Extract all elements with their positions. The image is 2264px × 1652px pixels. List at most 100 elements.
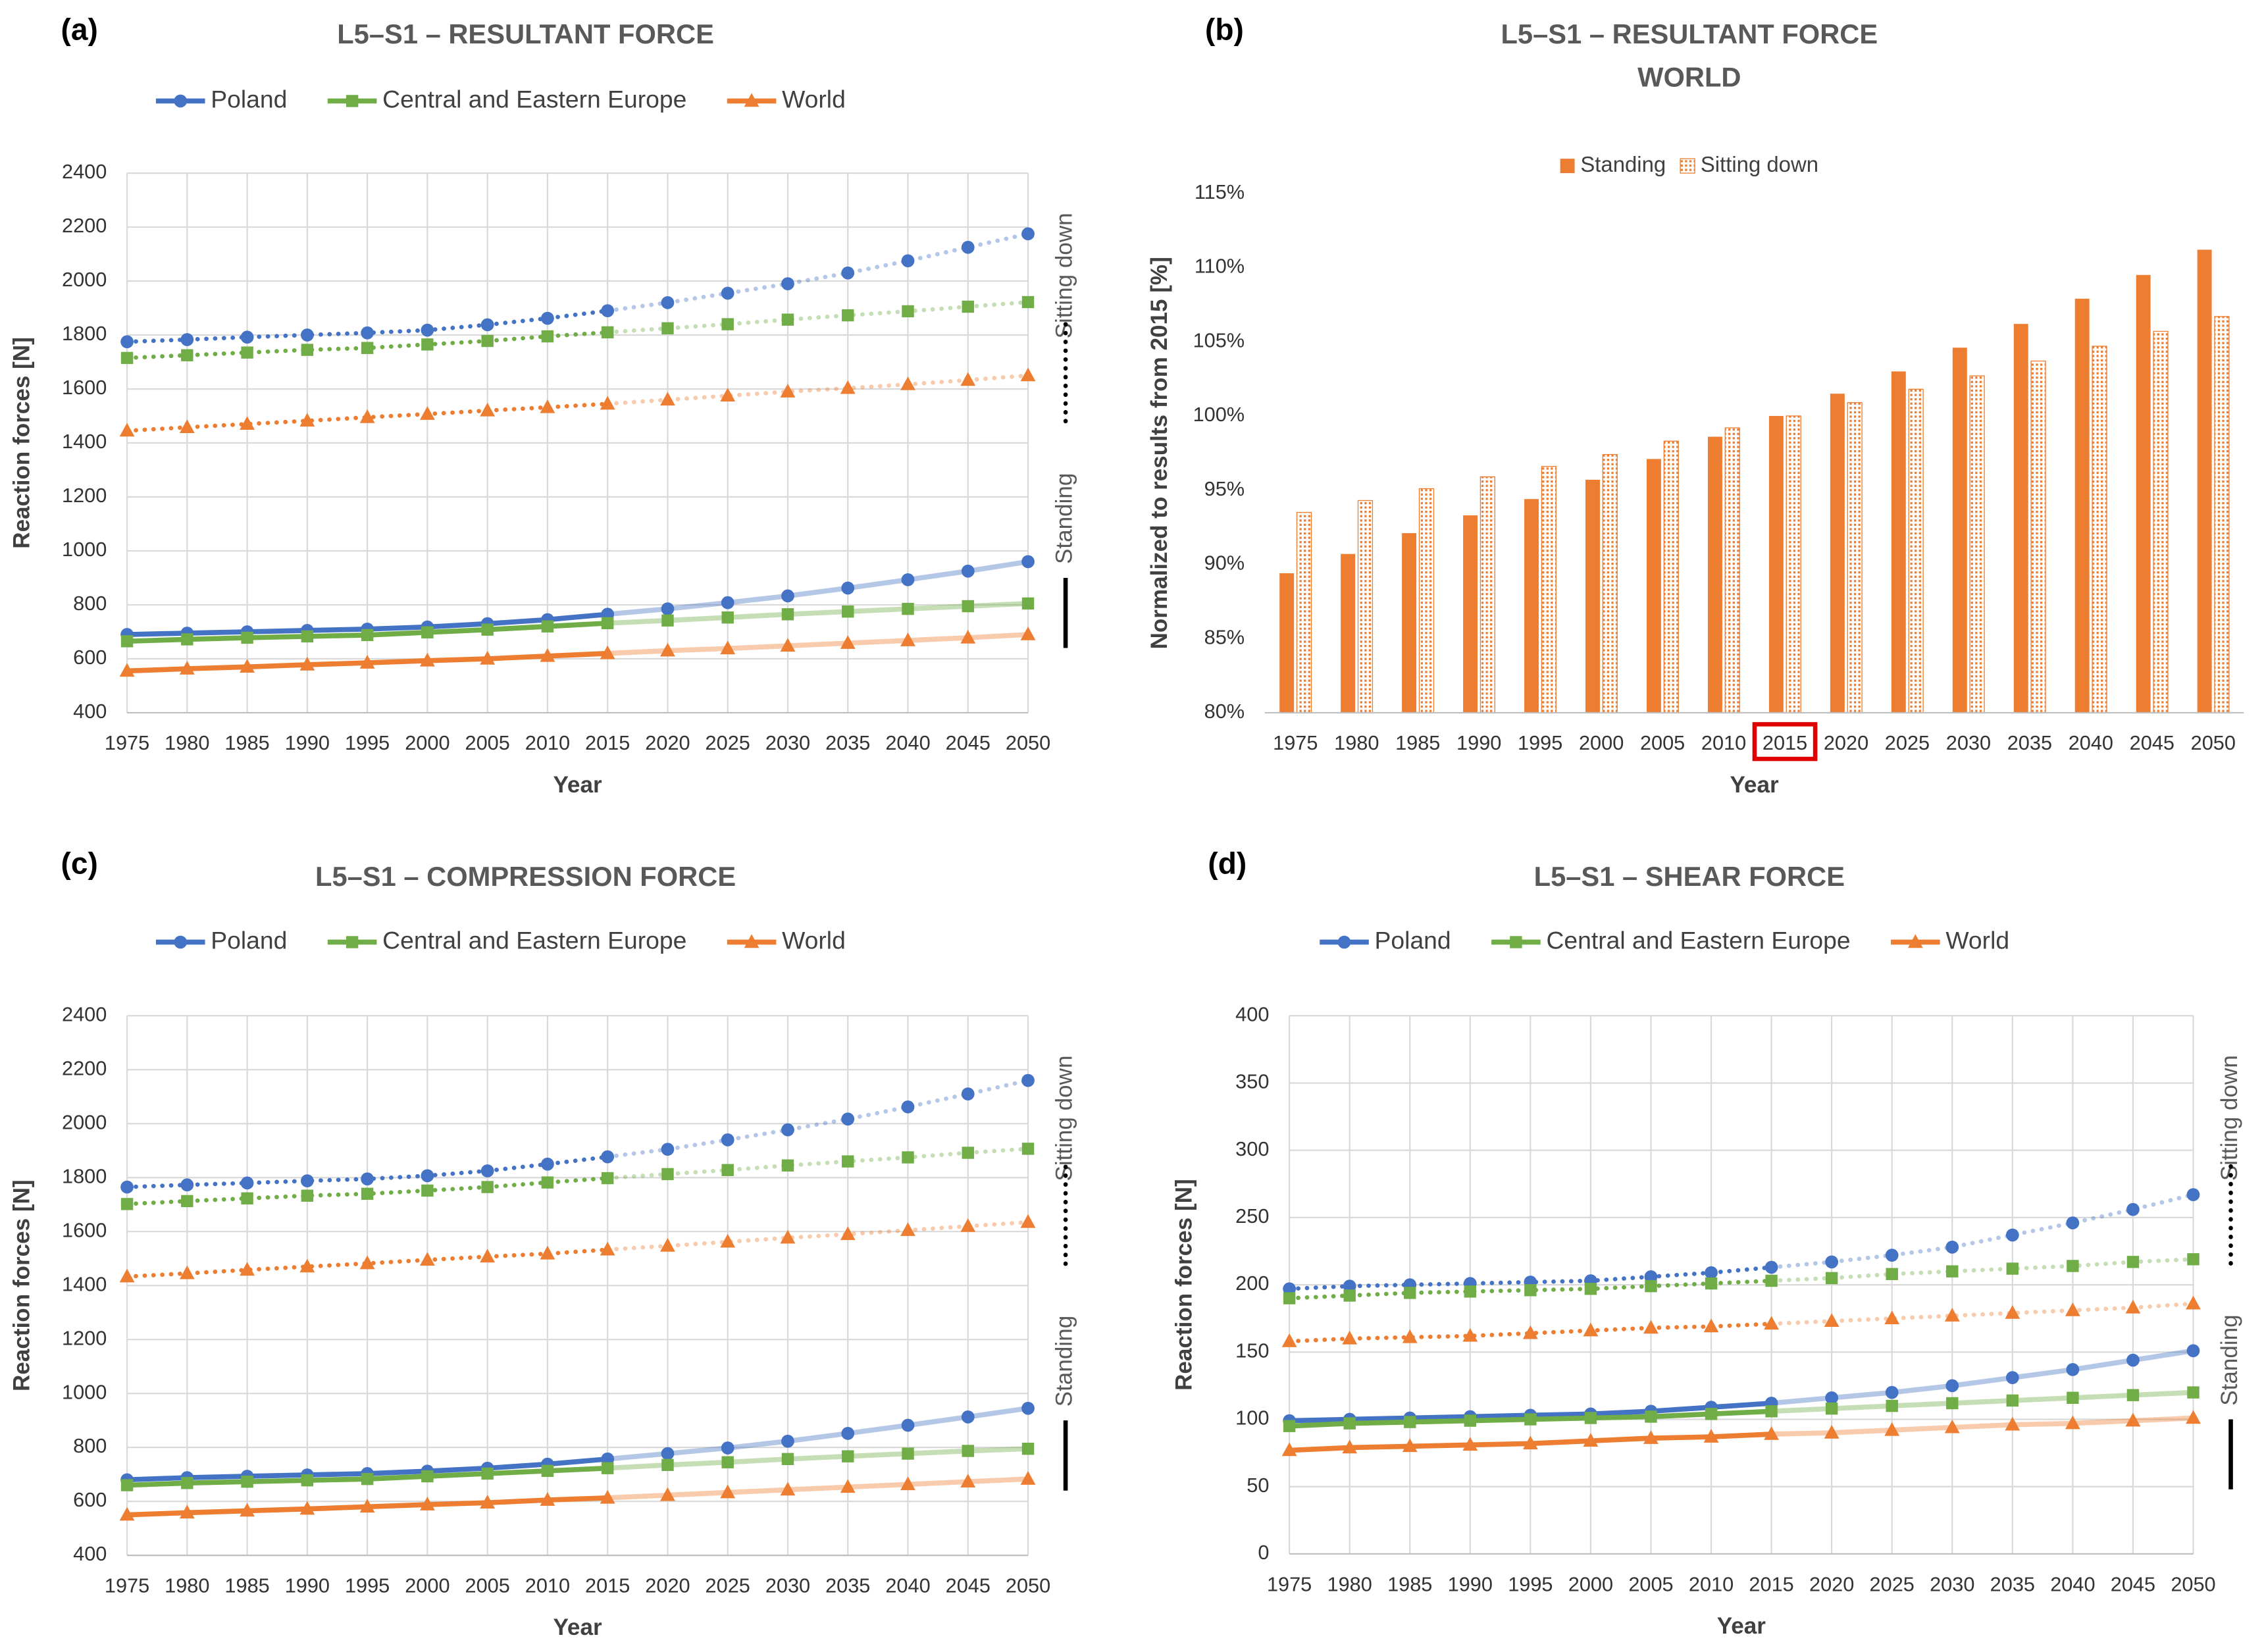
marker — [481, 1467, 494, 1480]
marker — [720, 388, 736, 402]
marker — [721, 596, 734, 609]
marker — [661, 1143, 675, 1156]
marker — [1944, 1419, 1960, 1433]
marker — [902, 1151, 914, 1164]
marker — [842, 309, 854, 322]
marker — [1337, 935, 1351, 949]
marker — [1703, 1429, 1719, 1443]
side-label: Standing — [1051, 473, 1077, 564]
legend-label: Central and Eastern Europe — [1546, 926, 1850, 954]
bar — [1402, 533, 1417, 713]
marker — [661, 1168, 674, 1181]
marker — [661, 1447, 675, 1460]
marker — [2005, 1416, 2020, 1431]
x-tick-label: 1995 — [1518, 731, 1562, 754]
y-tick-label: 1000 — [62, 1380, 107, 1403]
marker — [960, 372, 976, 386]
marker — [962, 300, 974, 313]
legend-label: World — [782, 85, 846, 113]
marker — [1462, 1437, 1478, 1451]
standing-line — [605, 1405, 1031, 1462]
x-tick-label: 2015 — [585, 1574, 630, 1597]
bar — [1279, 573, 1295, 713]
x-tick-label: 2030 — [765, 1574, 810, 1597]
chart-subtitle: WORLD — [1637, 62, 1741, 93]
x-tick-label: 2035 — [1990, 1572, 2035, 1595]
bar — [1908, 388, 1924, 713]
marker — [120, 1198, 134, 1210]
marker — [240, 1176, 254, 1190]
legend-label: Poland — [1375, 926, 1451, 954]
sitting-line — [124, 1175, 610, 1206]
marker — [962, 1147, 974, 1159]
marker — [721, 1441, 734, 1455]
x-tick-label: 2010 — [1689, 1572, 1734, 1595]
marker — [1524, 1413, 1537, 1426]
y-tick-label: 150 — [1235, 1339, 1269, 1362]
x-tick-label: 2035 — [2007, 731, 2052, 754]
marker — [900, 1222, 915, 1236]
marker — [1703, 1318, 1719, 1333]
sitting-line — [124, 1247, 610, 1279]
marker — [480, 1164, 494, 1177]
marker — [359, 409, 375, 423]
marker — [1021, 597, 1035, 610]
marker — [601, 1150, 615, 1164]
marker — [1283, 1292, 1296, 1304]
side-label: Sitting down — [1051, 213, 1077, 338]
legend-label: Central and Eastern Europe — [382, 926, 686, 954]
marker — [1644, 1270, 1658, 1283]
standing-line — [1768, 1415, 2196, 1437]
marker — [2187, 1386, 2200, 1399]
marker — [601, 326, 614, 339]
marker — [301, 344, 314, 356]
panel-label: (d) — [1208, 846, 1247, 880]
marker — [1645, 1410, 1657, 1423]
x-tick-label: 2045 — [2111, 1572, 2155, 1595]
y-tick-label: 90% — [1204, 552, 1245, 575]
bar — [1524, 499, 1539, 713]
marker — [421, 1169, 434, 1183]
standing-line — [605, 1446, 1031, 1471]
marker — [301, 1474, 314, 1487]
marker — [2126, 1256, 2140, 1268]
marker — [721, 1164, 734, 1176]
x-tick-label: 2045 — [946, 1574, 990, 1597]
x-tick-label: 2015 — [585, 731, 630, 754]
y-tick-label: 800 — [73, 1434, 107, 1457]
marker — [842, 605, 854, 618]
y-tick-label: 85% — [1204, 625, 1245, 648]
marker — [481, 1181, 494, 1193]
marker — [181, 349, 193, 361]
marker — [1765, 1274, 1778, 1287]
bar — [2214, 316, 2230, 713]
marker — [781, 277, 794, 290]
marker — [1021, 1143, 1035, 1155]
marker — [900, 632, 915, 646]
marker — [300, 328, 314, 342]
legend-label: Standing — [1580, 152, 1666, 176]
x-tick-label: 2025 — [1885, 731, 1930, 754]
marker — [361, 1472, 374, 1485]
marker — [1281, 1442, 1297, 1457]
marker — [540, 648, 555, 662]
marker — [359, 655, 375, 669]
sitting-line — [605, 373, 1031, 406]
x-tick-label: 2040 — [2050, 1572, 2095, 1595]
x-tick-label: 1980 — [1334, 731, 1379, 754]
marker — [419, 406, 435, 420]
x-tick-label: 2000 — [1579, 731, 1624, 754]
marker — [660, 1487, 675, 1501]
marker — [1020, 1214, 1036, 1228]
marker — [346, 936, 359, 948]
x-tick-label: 1985 — [224, 731, 269, 754]
marker — [181, 633, 193, 646]
marker — [2066, 1216, 2080, 1229]
marker — [541, 1157, 554, 1171]
legend-label: World — [1945, 926, 2009, 954]
marker — [781, 1159, 794, 1172]
marker — [2126, 1389, 2140, 1401]
y-tick-label: 1800 — [62, 1164, 107, 1187]
standing-line — [605, 601, 1031, 626]
